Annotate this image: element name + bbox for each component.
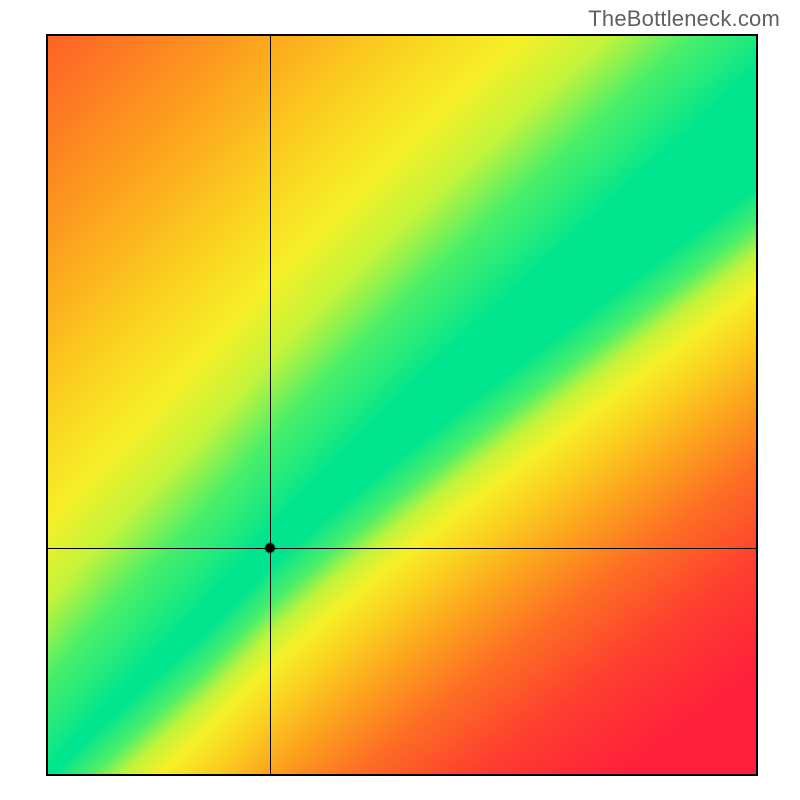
chart-container: TheBottleneck.com	[0, 0, 800, 800]
crosshair-dot	[264, 542, 276, 554]
watermark-text: TheBottleneck.com	[588, 6, 780, 32]
crosshair-vertical	[270, 36, 271, 774]
crosshair-horizontal	[48, 548, 756, 549]
bottleneck-heatmap	[48, 36, 756, 774]
